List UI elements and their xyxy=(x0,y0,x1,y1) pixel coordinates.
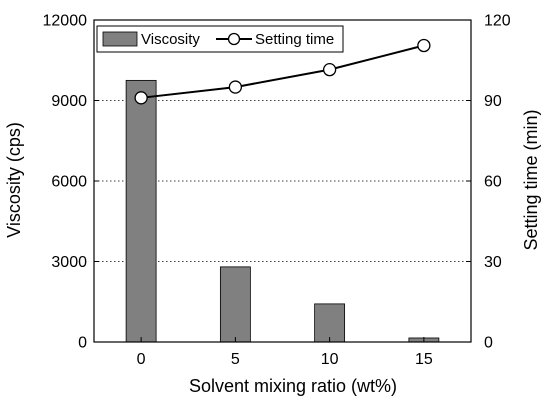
left-axis-ticks: 0 3000 6000 9000 12000 xyxy=(43,13,99,352)
x-axis-ticks: 0 5 10 15 xyxy=(137,337,433,368)
right-tick-label-60: 60 xyxy=(484,174,502,191)
bar-viscosity-5 xyxy=(219,266,251,343)
left-tick-label-3000: 3000 xyxy=(51,254,87,271)
bar-viscosity-0 xyxy=(125,79,157,343)
right-tick-label-120: 120 xyxy=(484,13,511,30)
x-tick-label-15: 15 xyxy=(415,351,433,368)
left-tick-label-0: 0 xyxy=(78,335,87,352)
left-tick-label-12000: 12000 xyxy=(43,13,88,30)
right-axis-ticks: 0 30 60 90 120 xyxy=(466,13,511,352)
bars xyxy=(125,79,440,343)
point-setting-time-15 xyxy=(417,38,431,53)
left-tick-label-6000: 6000 xyxy=(51,174,87,191)
setting-time-line xyxy=(141,44,425,99)
left-axis-label: Viscosity (cps) xyxy=(4,122,24,238)
x-axis-label: Solvent mixing ratio (wt%) xyxy=(189,376,397,396)
left-tick-label-9000: 9000 xyxy=(51,93,87,110)
gridlines xyxy=(94,100,471,262)
legend-setting-time-marker xyxy=(227,32,241,46)
x-tick-label-0: 0 xyxy=(137,351,146,368)
legend-viscosity-swatch xyxy=(102,31,138,47)
setting-time-series xyxy=(134,38,431,105)
point-setting-time-5 xyxy=(228,80,243,94)
bar-viscosity-10 xyxy=(314,303,346,343)
point-setting-time-0 xyxy=(134,91,148,105)
right-axis-label: Setting time (min) xyxy=(521,109,541,250)
point-setting-time-10 xyxy=(322,62,337,77)
right-tick-label-30: 30 xyxy=(484,254,502,271)
right-tick-label-90: 90 xyxy=(484,93,502,110)
legend-viscosity-label: Viscosity xyxy=(141,31,200,48)
x-tick-label-5: 5 xyxy=(231,351,240,368)
legend-setting-time-label: Setting time xyxy=(255,31,334,48)
legend: Viscosity Setting time xyxy=(96,25,344,53)
right-tick-label-0: 0 xyxy=(484,335,493,352)
x-tick-label-10: 10 xyxy=(321,351,339,368)
